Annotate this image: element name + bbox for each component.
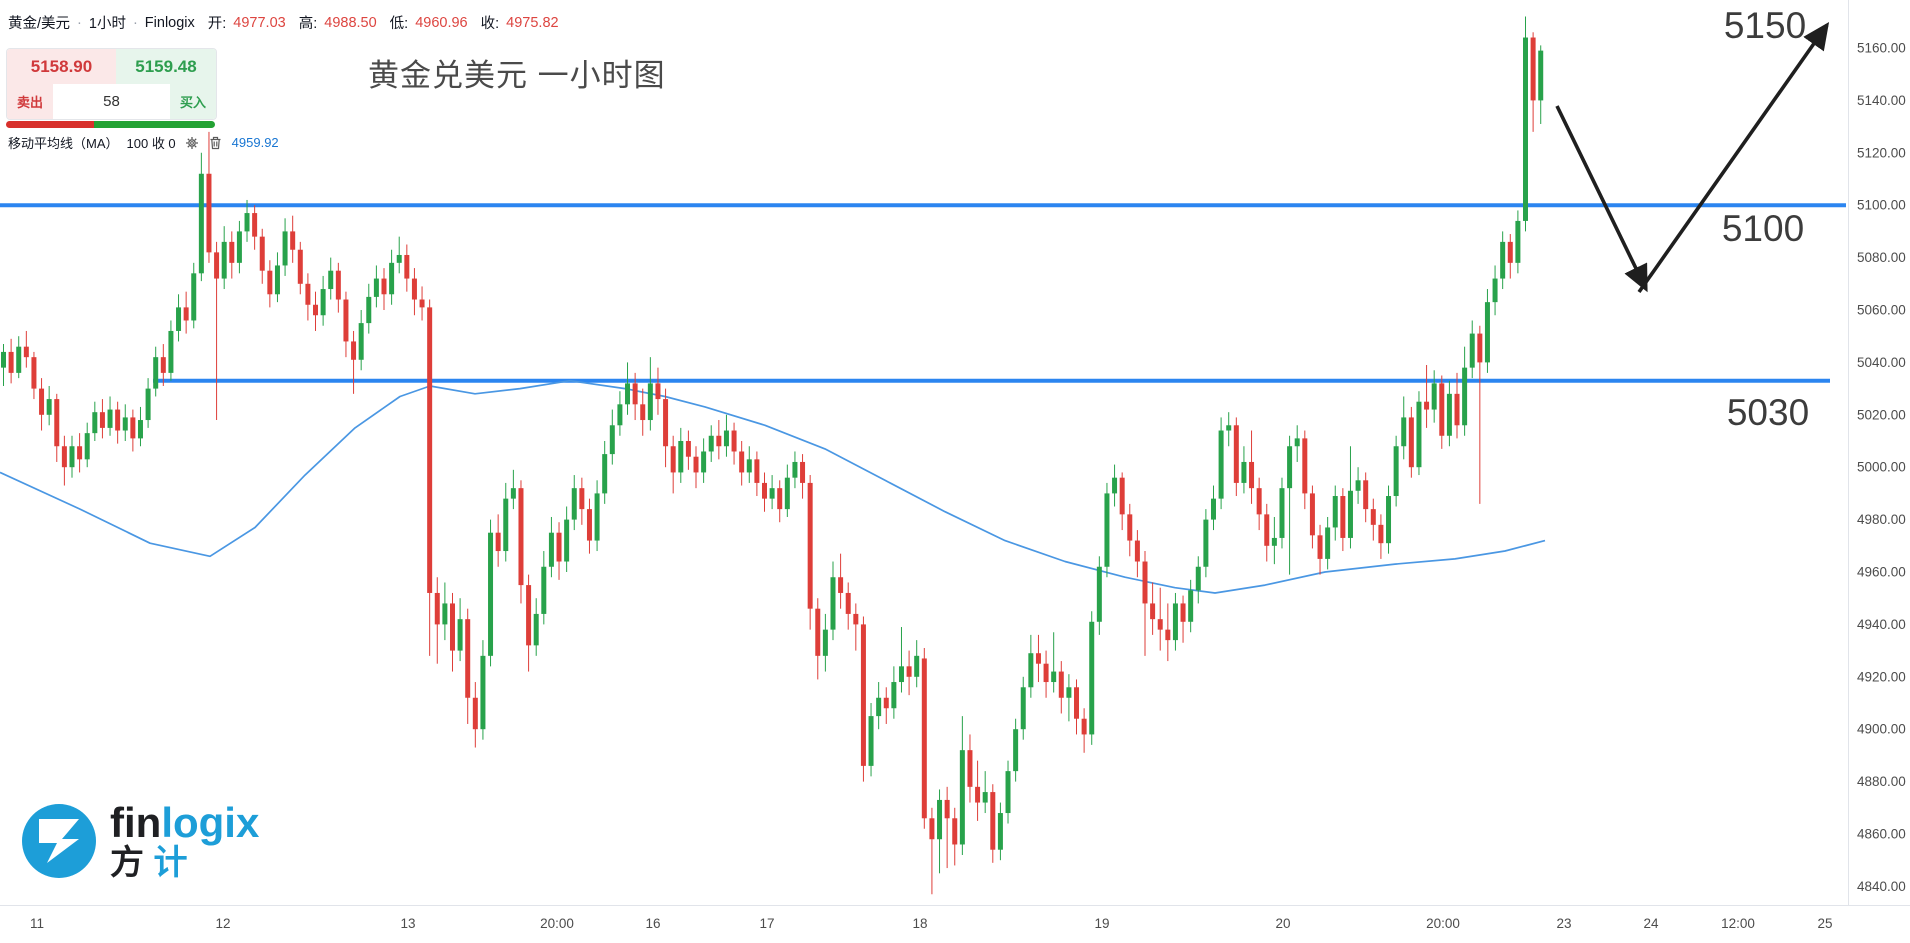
separator-dot: · <box>77 14 82 31</box>
time-tick-label: 19 <box>1094 916 1109 931</box>
price-tick-label: 4920.00 <box>1857 669 1906 684</box>
symbol-name[interactable]: 黄金/美元 <box>8 16 71 32</box>
bid-price[interactable]: 5158.90 <box>7 49 116 84</box>
time-tick-label: 23 <box>1556 916 1571 931</box>
finlogix-logo-icon <box>22 804 96 878</box>
price-tick-label: 5040.00 <box>1857 355 1906 370</box>
sentiment-ratio-bar <box>6 121 215 128</box>
price-tick-label: 5140.00 <box>1857 93 1906 108</box>
price-tick-label: 4860.00 <box>1857 827 1906 842</box>
buy-ratio-segment <box>93 121 215 128</box>
logo-word-dark: fin <box>110 799 162 846</box>
time-tick-label: 24 <box>1643 916 1659 931</box>
time-tick-label: 12:00 <box>1721 916 1755 931</box>
horizontal-level-lines[interactable] <box>0 203 1846 383</box>
logo-sub-accent: 计 <box>153 844 188 882</box>
close-value: 4975.82 <box>506 14 559 31</box>
time-axis[interactable]: 11 12 13 20:00 16 17 18 19 20 20:00 23 24 12:00 25 <box>30 916 1833 931</box>
annotation-price-label: 5030 <box>1727 392 1809 433</box>
price-tick-label: 5020.00 <box>1857 407 1906 422</box>
time-tick-label: 20 <box>1275 916 1290 931</box>
open-label: 开: <box>207 16 227 32</box>
price-tick-label: 5100.00 <box>1857 198 1906 213</box>
ask-price[interactable]: 5159.48 <box>116 49 216 84</box>
trend-arrow <box>1637 22 1830 294</box>
time-tick-label: 16 <box>645 916 660 931</box>
indicator-value: 4959.92 <box>231 135 279 150</box>
time-tick-label: 18 <box>912 916 927 931</box>
buy-button[interactable]: 买入 <box>170 84 216 119</box>
ma-line[interactable] <box>0 379 1546 594</box>
time-tick-label: 20:00 <box>540 916 574 931</box>
time-tick-label: 12 <box>215 916 230 931</box>
price-tick-label: 4980.00 <box>1857 512 1906 527</box>
price-tick-label: 5160.00 <box>1857 41 1906 56</box>
logo-wordmark: finlogix 方 计 <box>110 799 260 882</box>
sell-button[interactable]: 卖出 <box>7 84 53 119</box>
drawing-annotations[interactable]: 5150 5100 5030 <box>1555 5 1830 433</box>
sell-ratio-segment <box>6 121 94 128</box>
price-tick-label: 5060.00 <box>1857 303 1906 318</box>
low-label: 低: <box>389 16 409 32</box>
page-title: 黄金兑美元 一小时图 <box>368 58 666 93</box>
price-axis[interactable]: 5160.00 5140.00 5120.00 5100.00 5080.00 5060.… <box>1857 41 1906 894</box>
high-label: 高: <box>298 16 318 32</box>
price-tick-label: 5000.00 <box>1857 460 1906 475</box>
annotation-price-label: 5150 <box>1724 5 1806 46</box>
indicator-params: 100 收 0 <box>126 136 176 151</box>
high-value: 4988.50 <box>324 14 377 31</box>
separator-dot: · <box>132 14 138 31</box>
time-tick-label: 17 <box>759 916 774 931</box>
close-label: 收: <box>480 16 500 32</box>
time-tick-label: 25 <box>1817 916 1832 931</box>
price-tick-label: 4880.00 <box>1857 774 1906 789</box>
low-value: 4960.96 <box>415 14 468 31</box>
symbol-header: 黄金/美元 · 1小时 · Finlogix 开: 4977.03 高: 498… <box>8 12 559 33</box>
indicator-name[interactable]: 移动平均线（MA） <box>8 136 119 151</box>
provider-label: Finlogix <box>144 14 195 31</box>
quote-widget: 5158.90 5159.48 卖出 58 买入 <box>6 48 217 120</box>
annotation-price-label: 5100 <box>1722 208 1804 249</box>
time-tick-label: 20:00 <box>1426 916 1460 931</box>
price-tick-label: 4940.00 <box>1857 617 1906 632</box>
gear-icon[interactable] <box>184 135 200 151</box>
trash-icon[interactable] <box>208 135 224 151</box>
time-tick-label: 11 <box>30 916 44 931</box>
logo-word-accent: logix <box>161 799 260 846</box>
finlogix-logo: finlogix 方 计 <box>22 802 259 880</box>
interval-label[interactable]: 1小时 <box>88 16 126 32</box>
axis-separators <box>0 0 1910 906</box>
price-tick-label: 4900.00 <box>1857 722 1906 737</box>
trend-arrow <box>1555 105 1648 293</box>
spread-value: 58 <box>53 84 170 119</box>
open-value: 4977.03 <box>233 14 286 31</box>
price-tick-label: 5120.00 <box>1857 145 1906 160</box>
indicator-row: 移动平均线（MA） 100 收 0 4959.92 <box>8 133 279 152</box>
price-tick-label: 4840.00 <box>1857 879 1906 894</box>
time-tick-label: 13 <box>400 916 415 931</box>
candlestick-series <box>1 16 1544 895</box>
price-tick-label: 4960.00 <box>1857 565 1906 580</box>
logo-sub-dark: 方 <box>110 844 144 882</box>
price-tick-label: 5080.00 <box>1857 250 1906 265</box>
